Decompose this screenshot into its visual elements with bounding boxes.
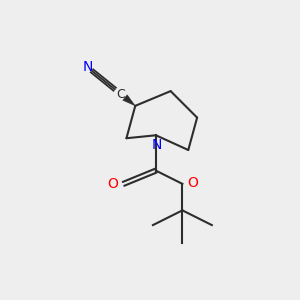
- Text: O: O: [107, 177, 118, 191]
- Polygon shape: [123, 95, 135, 106]
- Text: N: N: [151, 138, 162, 152]
- Text: N: N: [83, 60, 93, 74]
- Text: O: O: [188, 176, 199, 190]
- Text: C: C: [116, 88, 125, 101]
